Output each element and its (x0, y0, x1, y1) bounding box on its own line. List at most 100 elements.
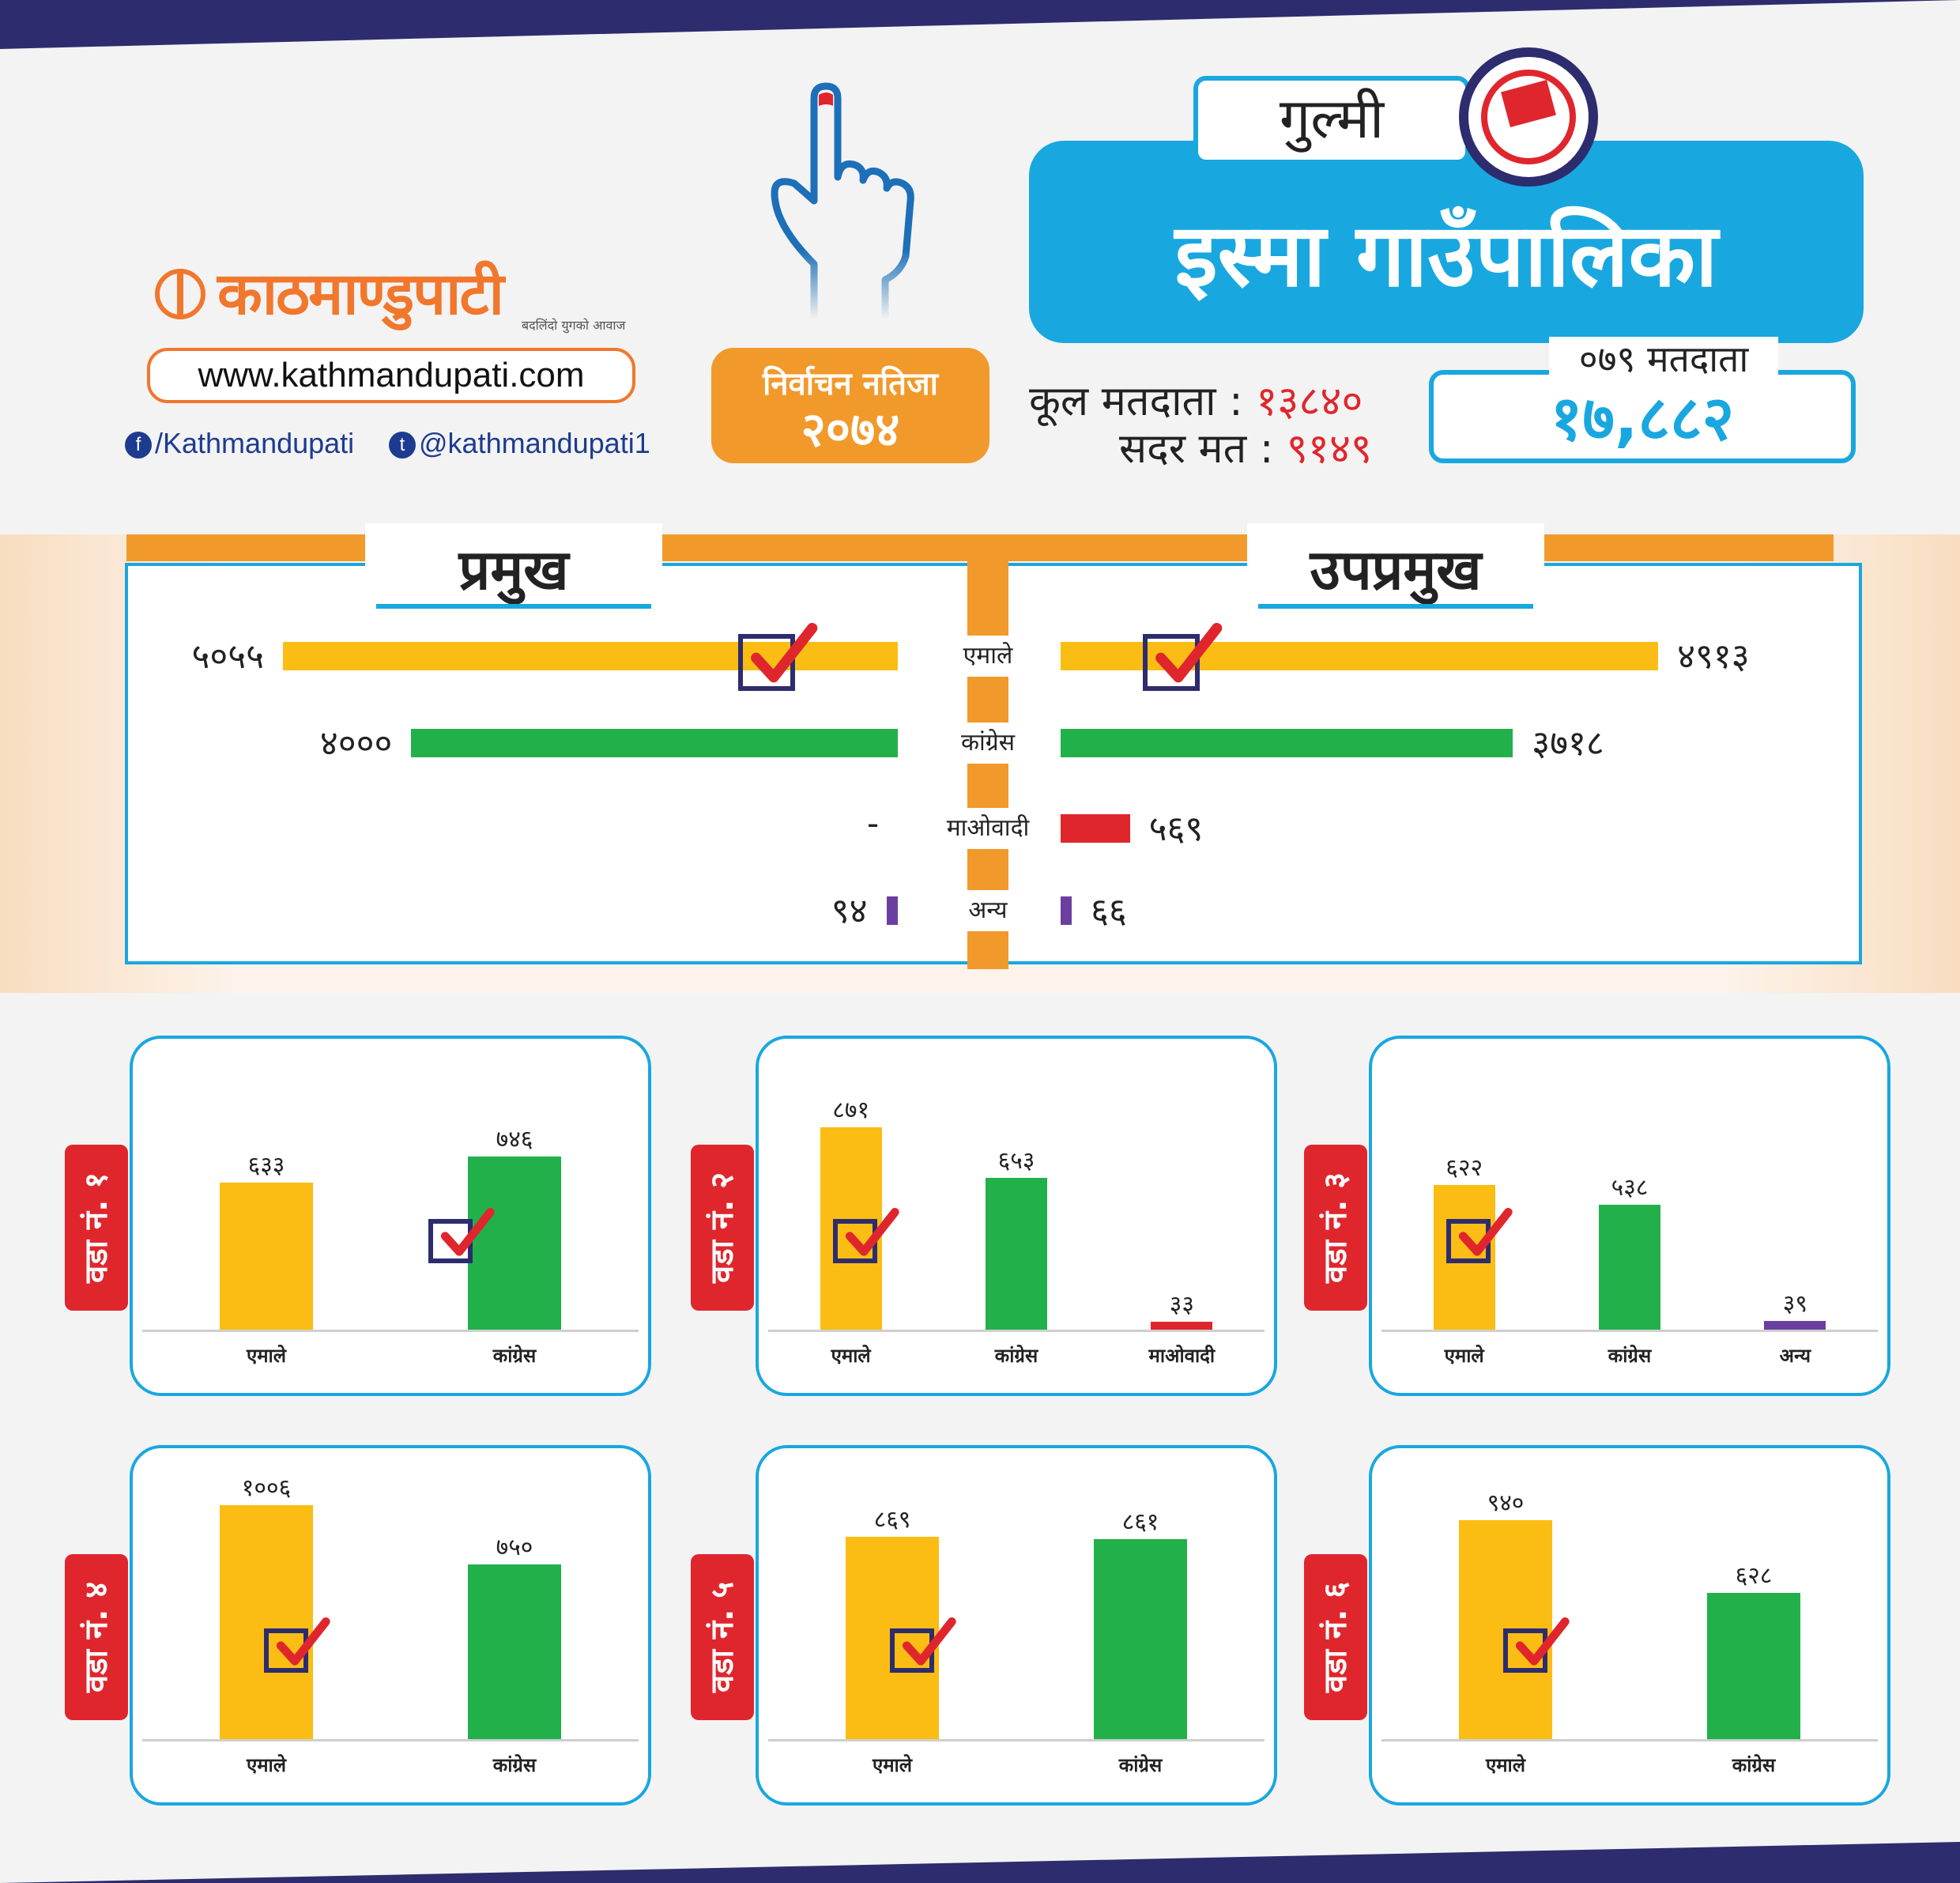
ward-value-label: ६२८ (1735, 1562, 1773, 1591)
ward-tag: वडा नं. २ (691, 1145, 754, 1311)
ward-axis (768, 1739, 1265, 1741)
ward-axis (1381, 1330, 1878, 1332)
ward-axis (142, 1330, 639, 1332)
ward-bar (468, 1564, 561, 1739)
winner-check-icon (1143, 623, 1223, 691)
ward-value-label: १००६ (241, 1474, 292, 1502)
deputy-value-label: ४९१३ (1677, 636, 1750, 677)
website-link[interactable]: www.kathmandupati.com (147, 348, 635, 403)
ward-axis (768, 1330, 1265, 1332)
ward-bar (220, 1182, 313, 1330)
ward-value-label: ९४० (1487, 1489, 1525, 1518)
twitter-handle: @kathmandupati1 (419, 427, 650, 459)
mayor-value-label: ५०५५ (191, 636, 264, 677)
ward-tag: वडा नं. ४ (65, 1554, 128, 1720)
ward-category-label: एमाले (831, 1344, 871, 1367)
mayor-tab: प्रमुख (365, 523, 662, 617)
deputy-bar (1061, 729, 1513, 757)
ward-category-label: एमाले (872, 1753, 913, 1776)
ward-card (130, 1036, 651, 1396)
twitter-icon: t (389, 432, 416, 459)
winner-check-icon (1503, 1617, 1570, 1673)
winner-check-icon (428, 1208, 495, 1263)
ward-card (130, 1445, 651, 1806)
party-label: एमाले (934, 636, 1042, 677)
ward-value-label: ८७१ (832, 1096, 870, 1124)
ward-category-label: एमाले (1485, 1753, 1526, 1776)
ward-category-label: कांग्रेस (492, 1344, 537, 1367)
deputy-value-label: ५६९ (1148, 809, 1204, 849)
ward-bar (1764, 1320, 1826, 1330)
winner-check-icon (738, 623, 818, 691)
bottom-stripe (0, 1842, 1960, 1883)
total-voters-value: १३८४० (1256, 378, 1363, 425)
voters-079-box: १७,८८२ (1429, 370, 1856, 463)
mayor-value-label: ४००० (319, 723, 393, 764)
top-stripe (0, 0, 1960, 49)
mayor-value-label: - (867, 803, 879, 843)
ward-card (1369, 1445, 1890, 1806)
ward-category-label: एमाले (246, 1753, 287, 1776)
ward-tag: वडा नं. १ (65, 1145, 128, 1311)
ward-value-label: ६५३ (997, 1146, 1035, 1175)
ward-category-label: कांग्रेस (1608, 1344, 1652, 1367)
ward-category-label: कांग्रेस (1732, 1753, 1776, 1776)
result-year: २०७४ (801, 402, 900, 458)
ward-bar (220, 1505, 313, 1739)
mayor-panel (125, 563, 980, 964)
ward-bar (468, 1156, 561, 1330)
logo-text: काठमाण्डुपाटी (217, 260, 504, 328)
deputy-value-label: ६६ (1091, 891, 1127, 931)
ward-category-label: कांग्रेस (994, 1344, 1038, 1367)
ward-bar (1707, 1593, 1800, 1739)
logo-icon (155, 269, 205, 319)
ward-category-label: माओवादी (1148, 1344, 1216, 1367)
ward-bar (1151, 1322, 1213, 1330)
ward-card (756, 1445, 1277, 1806)
facebook-handle: /Kathmandupati (155, 427, 355, 459)
ward-bar (1599, 1204, 1660, 1330)
ward-value-label: ६३३ (247, 1151, 285, 1179)
valid-votes-label: सदर मत : (1119, 425, 1274, 473)
ward-category-label: कांग्रेस (492, 1753, 537, 1776)
deputy-tab: उपप्रमुख (1247, 523, 1544, 617)
ward-tag: वडा नं. ३ (1304, 1145, 1367, 1311)
mayor-value-label: ९४ (831, 891, 868, 931)
mayor-bar (886, 896, 898, 925)
ward-axis (1381, 1739, 1878, 1741)
twitter-link[interactable]: t @kathmandupati1 (389, 427, 650, 460)
mayor-title: प्रमुख (458, 538, 569, 602)
municipality-title: इस्मा गाउँपालिका (1029, 141, 1864, 343)
winner-check-icon (264, 1617, 330, 1673)
party-label: माओवादी (934, 808, 1042, 849)
facebook-icon: f (125, 432, 152, 459)
election-result-badge: निर्वाचन नतिजा २०७४ (711, 348, 989, 463)
party-label: कांग्रेस (934, 723, 1042, 764)
ward-category-label: कांग्रेस (1118, 1753, 1163, 1776)
result-label: निर्वाचन नतिजा (762, 366, 939, 402)
ward-category-label: एमाले (246, 1344, 287, 1367)
logo-tagline: बदलिंदो युगको आवाज (522, 318, 626, 333)
ward-category-label: एमाले (1444, 1344, 1484, 1367)
ward-value-label: ३९ (1782, 1289, 1807, 1318)
facebook-link[interactable]: f/Kathmandupati (125, 427, 354, 460)
ward-bar (1433, 1184, 1495, 1330)
total-voters: कूल मतदाता : १३८४० (1029, 372, 1363, 428)
ward-bar (1094, 1538, 1187, 1739)
deputy-panel (997, 563, 1862, 964)
deputy-title: उपप्रमुख (1310, 538, 1482, 602)
ward-value-label: ३३ (1169, 1291, 1194, 1319)
deputy-bar (1061, 896, 1072, 925)
ward-value-label: ६२२ (1446, 1153, 1483, 1182)
valid-votes-value: ९१४९ (1286, 425, 1373, 473)
winner-check-icon (890, 1617, 956, 1673)
deputy-bar (1061, 814, 1130, 843)
voters-079-label: ०७९ मतदाता (1549, 337, 1778, 381)
ward-value-label: ८६१ (1121, 1508, 1159, 1536)
winner-check-icon (1446, 1208, 1513, 1263)
deputy-value-label: ३७१८ (1532, 723, 1604, 764)
mayor-bar (411, 729, 898, 757)
valid-votes: सदर मत : ९१४९ (1119, 419, 1372, 475)
ward-value-label: ७५० (496, 1534, 533, 1562)
ward-category-label: अन्य (1779, 1344, 1811, 1367)
